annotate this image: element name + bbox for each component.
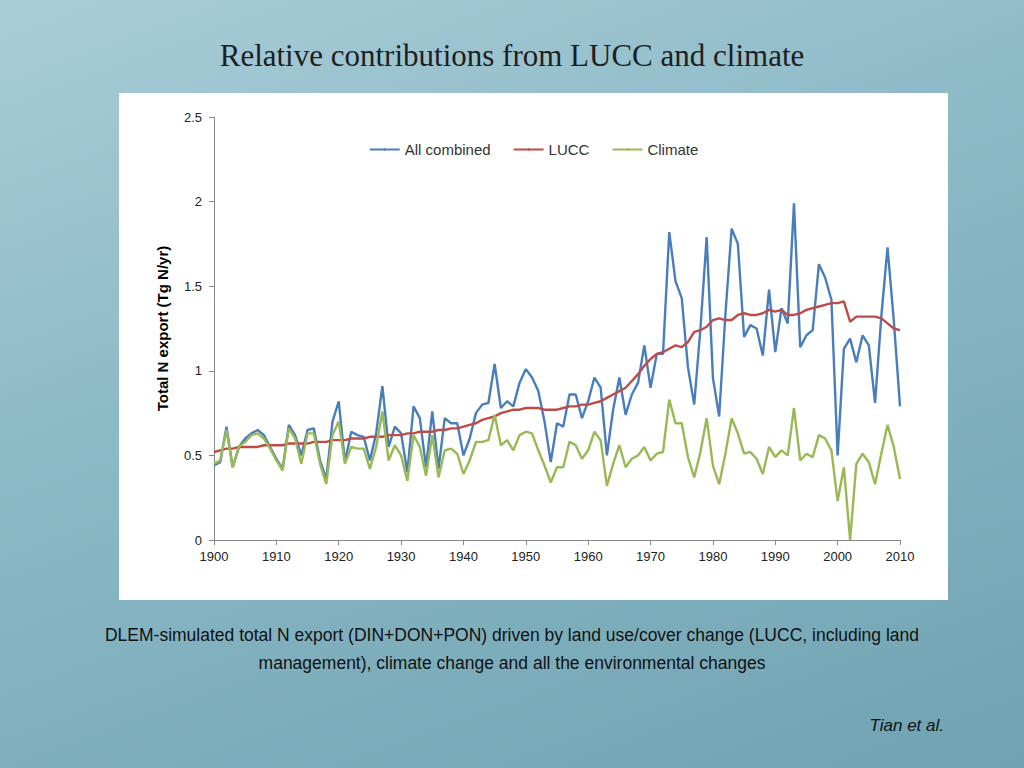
svg-text:1910: 1910	[262, 549, 291, 564]
svg-text:1980: 1980	[698, 549, 727, 564]
svg-text:1: 1	[195, 363, 202, 378]
svg-text:1970: 1970	[636, 549, 665, 564]
svg-text:Climate: Climate	[647, 141, 698, 158]
svg-text:1900: 1900	[200, 549, 229, 564]
html-text:Relative contributions from LU: Relative contributions from LUCC and cli…	[219, 38, 805, 73]
svg-text:2010: 2010	[886, 549, 915, 564]
svg-text:Total N export (Tg N/yr): Total N export (Tg N/yr)	[154, 246, 171, 412]
svg-text:1930: 1930	[387, 549, 416, 564]
svg-text:LUCC: LUCC	[549, 141, 590, 158]
svg-text:All combined: All combined	[405, 141, 491, 158]
svg-text:2: 2	[195, 194, 202, 209]
svg-text:2.5: 2.5	[184, 110, 202, 125]
html-text:DLEM-simulated total N export: DLEM-simulated total N export (DIN+DON+P…	[104, 625, 919, 673]
svg-text:0.5: 0.5	[184, 448, 202, 463]
svg-text:1960: 1960	[574, 549, 603, 564]
svg-text:1940: 1940	[449, 549, 478, 564]
svg-text:2000: 2000	[823, 549, 852, 564]
svg-text:0: 0	[195, 533, 202, 548]
html-text:Tian et al.: Tian et al.	[869, 716, 944, 735]
svg-text:1950: 1950	[511, 549, 540, 564]
svg-text:1990: 1990	[761, 549, 790, 564]
svg-text:1920: 1920	[324, 549, 353, 564]
svg-text:1.5: 1.5	[184, 279, 202, 294]
